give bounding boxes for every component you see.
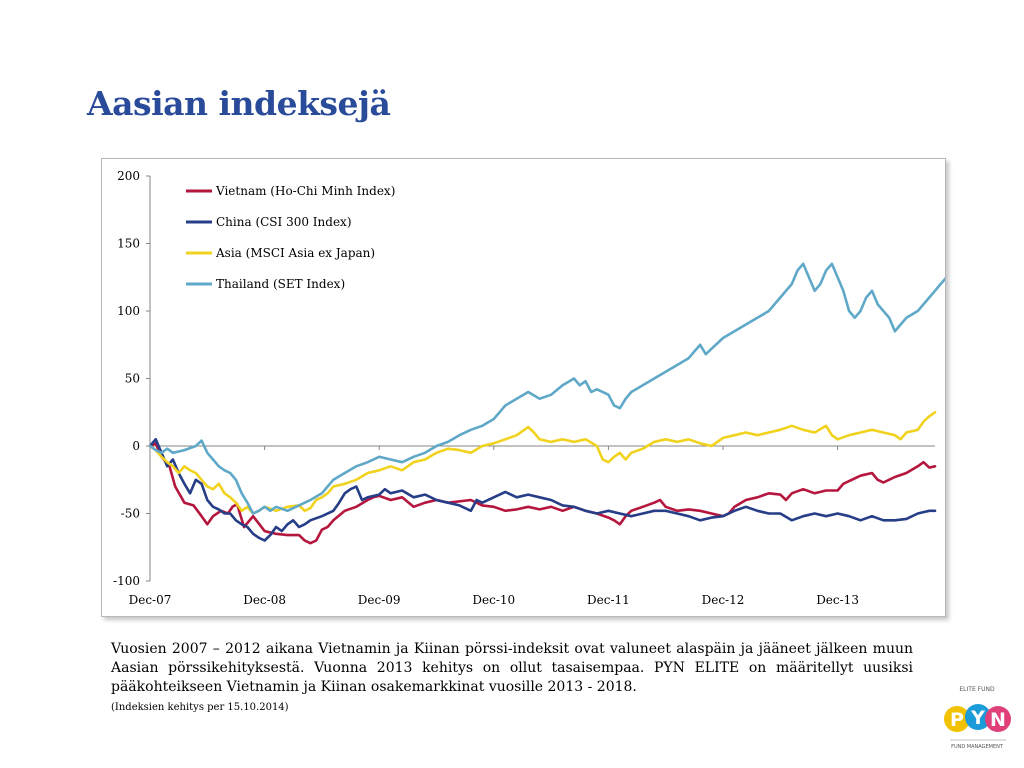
- logo-circle-pink: [985, 706, 1011, 732]
- x-tick-label: Dec-08: [243, 593, 286, 607]
- y-tick-label: 0: [132, 439, 140, 453]
- series-line-1: [148, 438, 937, 542]
- legend-label: China (CSI 300 Index): [216, 215, 352, 229]
- logo-bottom-text: FUND MANAGEMENT: [951, 744, 1004, 750]
- legend-label: Thailand (SET Index): [216, 277, 345, 291]
- x-tick-label: Dec-11: [587, 593, 630, 607]
- logo-top-text: ELITE FUND: [959, 686, 995, 693]
- chart-axes: 200 150 100 50 0 -50 -100 Dec-07 Dec-08 Dec-09 Dec…: [113, 169, 935, 607]
- chart-frame: 200 150 100 50 0 -50 -100 Dec-07 Dec-08 Dec-09 Dec…: [101, 158, 946, 617]
- legend-label: Asia (MSCI Asia ex Japan): [215, 246, 375, 260]
- slide-caption: Vuosien 2007 – 2012 aikana Vietnamin ja …: [111, 641, 913, 695]
- slide-footnote: (Indeksien kehitys per 15.10.2014): [111, 702, 289, 713]
- logo-circle-blue: [965, 704, 991, 730]
- y-tick-label: 50: [125, 372, 140, 386]
- pyn-elite-fund-logo: ELITE FUND P Y N FUND MANAGEMENT: [940, 683, 1014, 758]
- y-tick-label: 150: [117, 237, 140, 251]
- y-tick-label: 200: [117, 169, 140, 183]
- series-lines: [148, 262, 945, 545]
- line-chart: 200 150 100 50 0 -50 -100 Dec-07 Dec-08 Dec-09 Dec…: [113, 169, 945, 607]
- x-tick-label: Dec-09: [358, 593, 401, 607]
- logo-letter-n: N: [990, 709, 1006, 731]
- x-tick-label: Dec-13: [816, 593, 859, 607]
- x-tick-label: Dec-12: [702, 593, 745, 607]
- logo-letter-y: Y: [970, 707, 985, 729]
- y-tick-label: -50: [121, 507, 140, 521]
- y-tick-label: -100: [113, 574, 140, 588]
- chart-legend: Vietnam (Ho-Chi Minh Index) China (CSI 30…: [186, 184, 395, 291]
- series-line-3: [148, 262, 945, 515]
- legend-label: Vietnam (Ho-Chi Minh Index): [215, 184, 395, 198]
- series-line-0: [148, 442, 937, 545]
- logo-circle-yellow: [944, 706, 970, 732]
- logo-letter-p: P: [950, 709, 964, 731]
- slide-title: Aasian indeksejä: [87, 84, 391, 123]
- series-line-2: [148, 411, 937, 515]
- x-tick-label: Dec-10: [472, 593, 515, 607]
- y-tick-label: 100: [117, 304, 140, 318]
- x-tick-label: Dec-07: [129, 593, 172, 607]
